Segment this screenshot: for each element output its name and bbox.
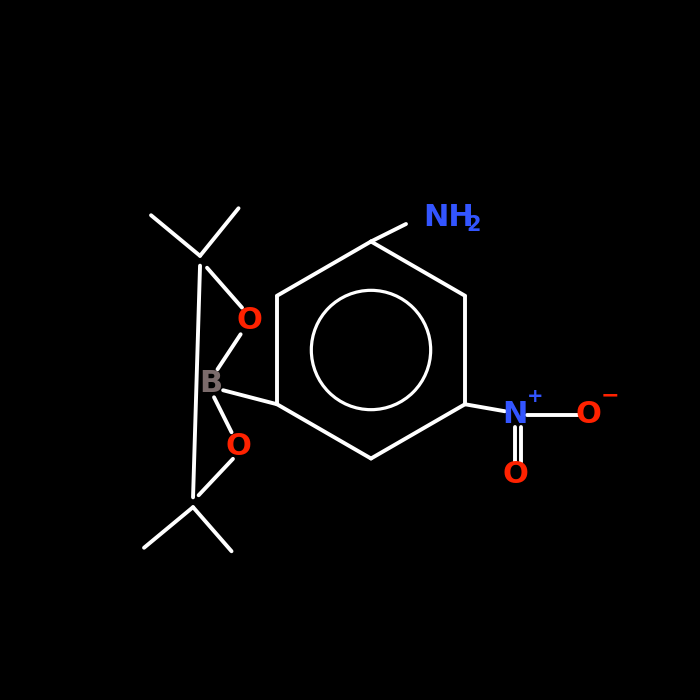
Text: O: O <box>225 432 251 461</box>
Text: 2: 2 <box>467 216 481 235</box>
Text: O: O <box>236 306 262 335</box>
Text: N: N <box>503 400 528 429</box>
Text: −: − <box>601 385 620 405</box>
Text: NH: NH <box>424 202 475 232</box>
Text: B: B <box>199 369 222 398</box>
Text: +: + <box>526 387 543 406</box>
Text: O: O <box>503 460 528 489</box>
Text: O: O <box>576 400 602 429</box>
